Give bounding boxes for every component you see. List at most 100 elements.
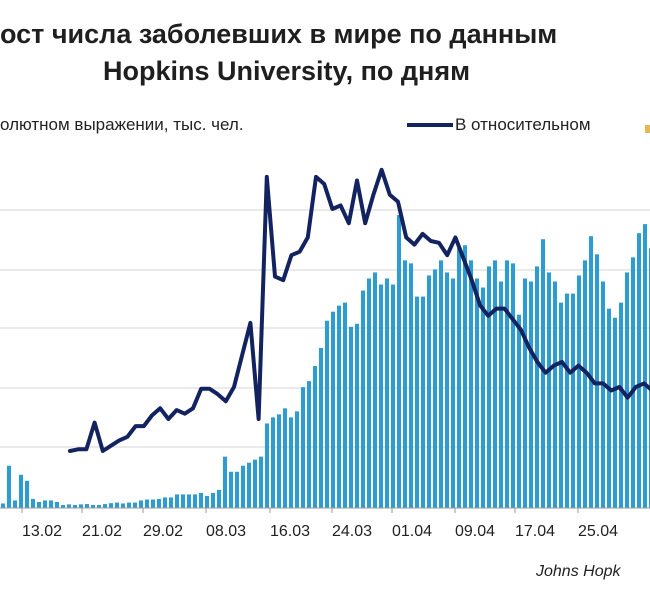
bar-63 [378,284,384,508]
bar-2 [12,500,18,508]
bar-94 [564,293,570,508]
bar-62 [372,272,378,508]
bar-25 [150,499,156,508]
bar-29 [174,494,180,508]
bar-series [0,215,650,508]
bar-73 [438,260,444,508]
bar-76 [456,248,462,508]
bar-13 [78,504,84,508]
x-axis: 13.02 21.02 29.02 08.03 16.03 24.03 01.04 09.04… [0,507,650,540]
bar-24 [144,499,150,508]
bar-77 [462,245,468,508]
bar-102 [612,317,618,508]
bar-44 [264,423,270,508]
bar-9 [54,501,60,508]
bar-89 [534,266,540,508]
source-note: Johns Hopk [536,563,621,580]
bar-65 [390,284,396,508]
bar-52 [312,366,318,508]
line-series-path [68,167,650,453]
bar-69 [414,296,420,508]
bar-15 [90,504,96,508]
bar-106 [636,233,642,508]
bar-26 [156,498,162,508]
bar-46 [276,414,282,508]
bar-45 [270,417,276,508]
bar-3 [18,474,24,508]
bar-50 [300,387,306,508]
bar-12 [72,504,78,508]
chart-title-line-2: Hopkins University, по дням [103,56,471,86]
bar-14 [84,504,90,508]
bar-79 [474,278,480,508]
bar-23 [138,500,144,508]
bar-97 [582,260,588,508]
bar-95 [570,293,576,508]
bar-36 [216,489,222,508]
bar-20 [120,503,126,508]
bar-99 [594,254,600,508]
bar-35 [210,492,216,508]
bar-91 [546,272,552,508]
bar-38 [228,471,234,508]
bar-61 [366,278,372,508]
bar-8 [48,500,54,508]
bar-60 [360,290,366,508]
bar-22 [132,502,138,508]
bar-66 [396,215,402,508]
bar-34 [204,495,210,508]
bar-68 [408,263,414,508]
bar-78 [468,260,474,508]
bar-72 [432,269,438,508]
bar-7 [42,500,48,508]
bar-51 [306,381,312,508]
bar-88 [528,281,534,508]
bar-16 [96,504,102,508]
bar-93 [558,302,564,508]
bar-0 [0,503,6,508]
bar-1 [6,465,12,508]
bar-18 [108,503,114,508]
x-tick-label-7: 09.04 [455,523,495,540]
bar-54 [324,320,330,508]
x-tick-label-3: 08.03 [206,523,246,540]
bar-27 [162,497,168,508]
bar-21 [126,502,132,508]
bar-64 [384,278,390,508]
bar-67 [402,260,408,508]
bar-19 [114,502,120,508]
bar-87 [522,278,528,508]
x-tick-label-4: 16.03 [270,523,310,540]
bar-6 [36,501,42,508]
bar-49 [294,411,300,508]
bar-103 [618,302,624,508]
legend-label-line: В относительном [455,115,591,134]
bar-33 [198,492,204,508]
legend-label-bars: олютном выражении, тыс. чел. [0,115,244,134]
bar-56 [336,305,342,508]
bar-43 [258,456,264,508]
bar-31 [186,494,192,508]
bar-42 [252,459,258,508]
bar-84 [504,260,510,508]
bar-10 [60,504,66,508]
bar-4 [24,480,30,508]
bar-108 [648,248,650,508]
bar-74 [444,272,450,508]
x-tick-label-1: 21.02 [82,523,122,540]
bar-41 [246,462,252,508]
bar-48 [288,417,294,508]
bar-55 [330,311,336,508]
x-tick-label-6: 01.04 [392,523,432,540]
bar-28 [168,497,174,508]
bar-90 [540,239,546,508]
bar-32 [192,494,198,508]
bar-101 [606,308,612,508]
bar-104 [624,272,630,508]
chart-title-line-1: ост числа заболевших в мире по данным [0,19,558,49]
bar-107 [642,224,648,508]
legend-line-swatch [407,123,453,127]
bar-81 [486,266,492,508]
